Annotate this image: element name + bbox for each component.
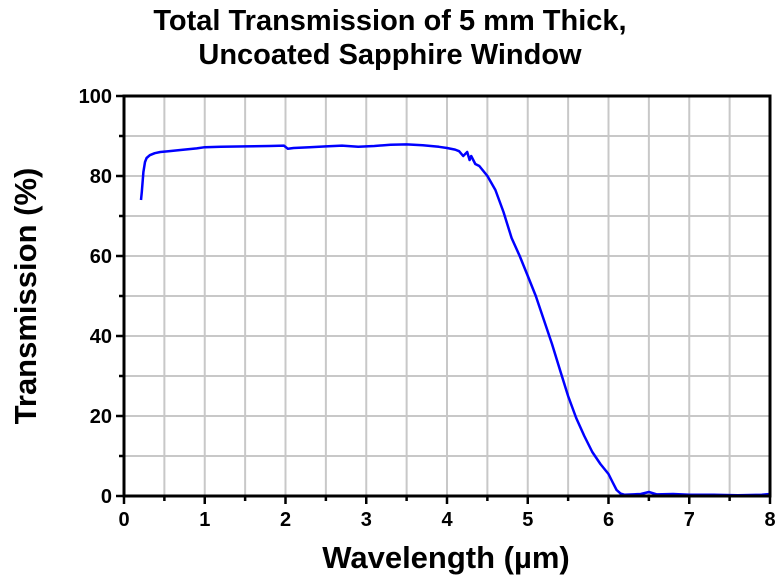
y-tick-label: 100: [79, 86, 112, 108]
chart-title-line-2: Uncoated Sapphire Window: [198, 39, 582, 71]
x-tick-label: 5: [522, 509, 533, 531]
y-axis-label: Transmission (%): [8, 168, 43, 425]
chart-title-line-1: Total Transmission of 5 mm Thick,: [153, 5, 627, 37]
x-tick-label: 1: [199, 509, 210, 531]
x-tick-label: 7: [684, 509, 695, 531]
x-tick-label: 6: [603, 509, 614, 531]
chart-title: Total Transmission of 5 mm Thick, Uncoat…: [0, 4, 780, 72]
x-tick-label: 0: [118, 509, 129, 531]
y-tick-label: 0: [101, 486, 112, 508]
x-tick-label: 4: [441, 509, 453, 531]
series-line-transmission: [139, 143, 771, 497]
axes: [116, 94, 772, 504]
y-tick-label: 60: [90, 246, 112, 268]
x-axis-label: Wavelength (µm): [322, 540, 570, 575]
series-layer: [139, 143, 771, 497]
grid: [124, 96, 770, 496]
x-tick-label: 2: [280, 509, 291, 531]
y-tick-label: 40: [90, 326, 112, 348]
x-tick-label: 8: [764, 509, 775, 531]
x-tick-label: 3: [361, 509, 372, 531]
y-tick-label: 80: [90, 166, 112, 188]
y-tick-label: 20: [90, 406, 112, 428]
